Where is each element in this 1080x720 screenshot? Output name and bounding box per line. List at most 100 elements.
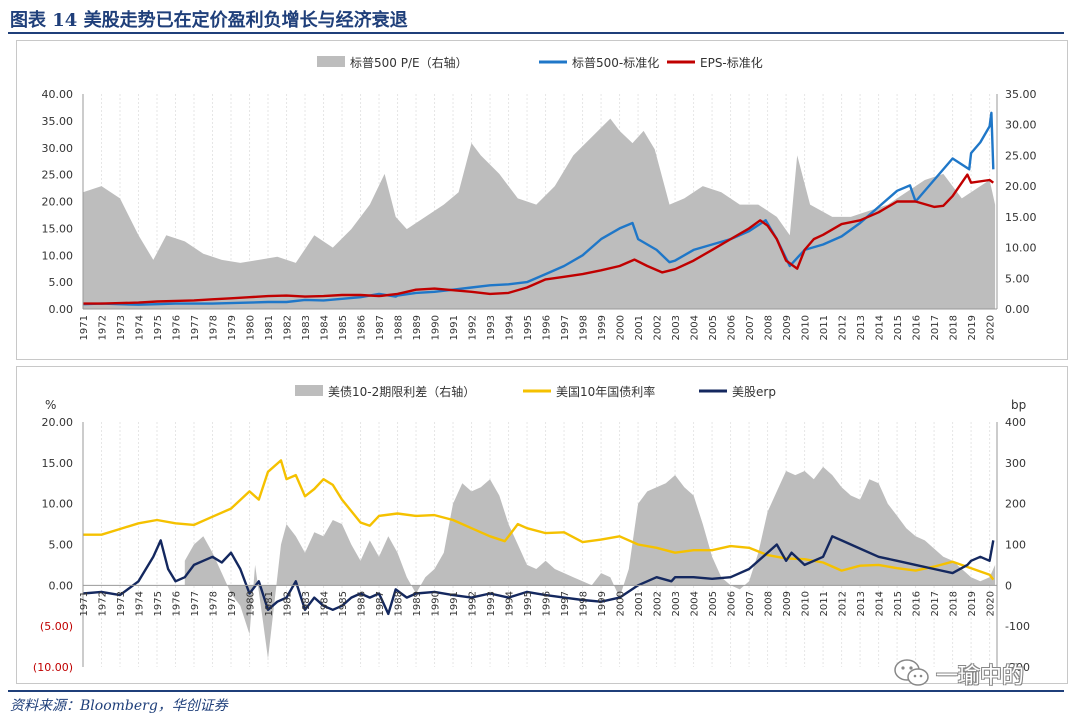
y-tick-label-left: 0.00 (49, 303, 74, 316)
y-tick-label-right: 0 (1005, 579, 1012, 592)
x-tick-label: 1973 (116, 315, 127, 340)
legend-label-0: 标普500 P/E（右轴） (350, 55, 468, 70)
figure-header: 图表 14 美股走势已在定价盈利负增长与经济衰退 (0, 0, 1080, 34)
y-tick-label-right: 5.00 (1005, 272, 1030, 285)
x-tick-label: 1998 (579, 591, 590, 616)
x-tick-label: 2003 (671, 315, 682, 340)
x-tick-label: 2008 (764, 591, 775, 616)
chart-panel-bottom: (10.00) (5.00) 0.00 5.00 10.00 15.00 20.00 -200… (16, 366, 1068, 684)
x-tick-label: 1980 (246, 591, 257, 616)
legend-label-0: 美债10-2期限利差（右轴） (328, 384, 475, 399)
series-line-2 (83, 173, 995, 305)
y-tick-label-left: 15.00 (42, 457, 74, 470)
x-tick-label: 2005 (708, 591, 719, 616)
legend-label-2: 美股erp (732, 385, 776, 399)
x-tick-label: 1974 (135, 591, 146, 616)
x-tick-label: 1972 (98, 315, 109, 340)
x-tick-label: 2006 (727, 315, 738, 340)
chart-bottom: (10.00) (5.00) 0.00 5.00 10.00 15.00 20.00 -200… (33, 384, 1030, 674)
legend-label-1: 标普500-标准化 (572, 56, 659, 70)
x-tick-label: 2003 (671, 591, 682, 616)
x-tick-label: 1976 (172, 315, 183, 340)
x-tick-label: 1971 (79, 591, 90, 616)
x-tick-label: 2012 (838, 591, 849, 616)
y-axis-left-unit: % (45, 398, 56, 412)
x-tick-label: 2011 (819, 591, 830, 616)
x-tick-label: 1988 (394, 591, 405, 616)
x-tick-label: 2011 (819, 315, 830, 340)
x-tick-label: 1985 (338, 591, 349, 616)
x-tick-label: 2018 (949, 315, 960, 340)
y-tick-label-left: 40.00 (42, 88, 74, 101)
x-tick-label: 1971 (79, 315, 90, 340)
y-tick-label-right: 300 (1005, 457, 1026, 470)
watermark-text: 一瑜中的 (936, 664, 1025, 689)
x-tick-label: 1998 (579, 315, 590, 340)
y-tick-label-right: 400 (1005, 416, 1026, 429)
x-tick-label: 1994 (505, 591, 516, 616)
x-tick-label: 1999 (597, 315, 608, 340)
x-tick-label: 1995 (523, 591, 534, 616)
x-tick-label: 1987 (375, 315, 386, 340)
x-tick-label: 1978 (209, 591, 220, 616)
x-tick-label: 2006 (727, 591, 738, 616)
x-tick-label: 1992 (468, 591, 479, 616)
x-tick-label: 2000 (616, 591, 627, 616)
x-tick-label: 2002 (653, 315, 664, 340)
figure-title: 图表 14 美股走势已在定价盈利负增长与经济衰退 (10, 10, 408, 31)
x-tick-label: 1984 (320, 315, 331, 340)
y-tick-label-left: 5.00 (49, 276, 74, 289)
x-tick-label: 1982 (283, 315, 294, 340)
x-tick-label: 1995 (523, 315, 534, 340)
x-tick-label: 2020 (986, 315, 997, 340)
y-tick-label-left: (5.00) (40, 620, 73, 633)
x-tick-label: 1990 (431, 315, 442, 340)
x-tick-label: 2002 (653, 591, 664, 616)
x-tick-label: 2009 (782, 591, 793, 616)
y-tick-label-left: 20.00 (42, 416, 74, 429)
x-tick-label: 2019 (967, 591, 978, 616)
y-tick-label-left: 25.00 (42, 169, 74, 182)
x-tick-label: 1983 (301, 591, 312, 616)
x-tick-label: 2007 (745, 315, 756, 340)
x-tick-label: 2013 (856, 315, 867, 340)
y-tick-label-right: 200 (1005, 498, 1026, 511)
y-tick-label-right: 25.00 (1005, 149, 1037, 162)
x-tick-label: 1989 (412, 315, 423, 340)
series-line-2 (82, 535, 995, 616)
x-tick-label: 1991 (449, 591, 460, 616)
x-tick-label: 2013 (856, 591, 867, 616)
y-tick-label-left: 30.00 (42, 142, 74, 155)
chart-top: 0.00 5.00 10.00 15.00 20.00 25.00 30.00 35.00 40… (42, 55, 1037, 340)
x-tick-label: 1973 (116, 591, 127, 616)
x-tick-label: 1976 (172, 591, 183, 616)
y-tick-label-left: 0.00 (49, 579, 74, 592)
x-tick-label: 2004 (690, 591, 701, 616)
y-tick-label-right: -200 (1005, 661, 1030, 674)
x-tick-label: 1984 (320, 591, 331, 616)
y-tick-label-left: 35.00 (42, 115, 74, 128)
y-tick-label-right: 0.00 (1005, 303, 1030, 316)
wechat-icon (894, 659, 929, 686)
x-tick-label: 1988 (394, 315, 405, 340)
x-tick-label: 2001 (634, 591, 645, 616)
x-tick-label: 2010 (801, 315, 812, 340)
x-tick-label: 2015 (893, 591, 904, 616)
x-tick-label: 2010 (801, 591, 812, 616)
x-tick-label: 1987 (375, 591, 386, 616)
series-line-1 (82, 111, 995, 306)
x-tick-label: 2005 (708, 315, 719, 340)
y-tick-label-left: (10.00) (33, 661, 73, 674)
x-tick-label: 1979 (227, 591, 238, 616)
x-tick-label: 1993 (486, 591, 497, 616)
legend-swatch-0 (295, 385, 323, 396)
chart-panel-top: 0.00 5.00 10.00 15.00 20.00 25.00 30.00 35.00 40… (16, 40, 1068, 360)
x-tick-label: 1985 (338, 315, 349, 340)
y-tick-label-left: 20.00 (42, 196, 74, 209)
y-tick-label-left: 15.00 (42, 222, 74, 235)
x-tick-label: 2014 (875, 315, 886, 340)
x-tick-label: 2008 (764, 315, 775, 340)
y-axis-right-unit: bp (1011, 398, 1026, 412)
x-tick-label: 2015 (893, 315, 904, 340)
title-rule (8, 32, 1064, 34)
